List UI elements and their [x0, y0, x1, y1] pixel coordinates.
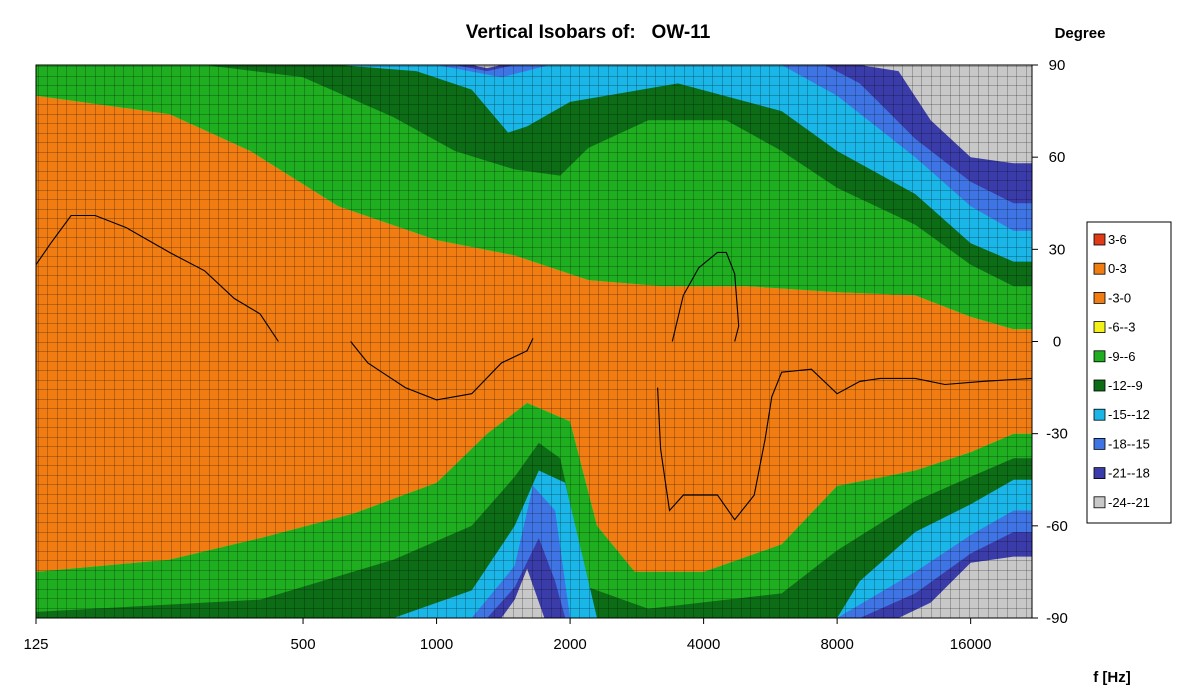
zero-db-line: [657, 368, 1032, 521]
legend-label: 3-6: [1108, 232, 1127, 247]
zero-db-line: [671, 251, 740, 342]
legend-swatch: [1093, 379, 1106, 392]
legend-label: -15--12: [1108, 407, 1150, 422]
x-axis-ticks: 125 500 1000 2000 4000 8000 16000: [23, 618, 992, 653]
legend-label: -24--21: [1108, 495, 1150, 510]
legend-label: -21--18: [1108, 466, 1150, 481]
legend-label: -9--6: [1108, 349, 1135, 364]
legend-swatch: [1093, 291, 1106, 304]
legend-swatch: [1093, 467, 1106, 480]
legend-label: -12--9: [1108, 378, 1143, 393]
legend-label: -6--3: [1108, 320, 1135, 335]
legend-label: -3-0: [1108, 290, 1131, 305]
x-tick-label: 1000: [420, 636, 453, 653]
y-tick-label: -60: [1046, 518, 1068, 535]
legend-swatch: [1093, 262, 1106, 275]
legend-label: -18--15: [1108, 436, 1150, 451]
legend-label: 0-3: [1108, 261, 1127, 276]
x-tick-label: 2000: [553, 636, 586, 653]
y-tick-label: 60: [1049, 149, 1066, 166]
x-tick-label: 4000: [687, 636, 720, 653]
plot-area: [36, 65, 1032, 618]
x-axis-label: f [Hz]: [1093, 669, 1131, 686]
x-tick-label: 8000: [820, 636, 853, 653]
legend-swatch: [1093, 233, 1106, 246]
y-axis-label: Degree: [1055, 25, 1106, 42]
y-axis-ticks: 90 60 30 0 -30 -60 -90: [1032, 57, 1068, 627]
legend-swatch: [1093, 408, 1106, 421]
x-tick-label: 125: [23, 636, 48, 653]
y-tick-label: -90: [1046, 610, 1068, 627]
y-tick-label: 0: [1053, 334, 1061, 351]
y-tick-label: -30: [1046, 426, 1068, 443]
legend: 3-6 0-3 -3-0 -6--3 -9--6 -12--9 -15--12 -18--15…: [1086, 221, 1172, 524]
zero-db-lines: [36, 214, 1032, 521]
y-tick-label: 30: [1049, 241, 1066, 258]
chart-title: Vertical Isobars of: OW-11: [466, 22, 711, 43]
x-tick-label: 16000: [950, 636, 992, 653]
grid-overlay: [36, 65, 1032, 618]
x-tick-label: 500: [291, 636, 316, 653]
zero-db-line: [350, 338, 534, 401]
legend-swatch: [1093, 437, 1106, 450]
legend-swatch: [1093, 321, 1106, 334]
zero-db-line: [36, 214, 279, 342]
legend-swatch: [1093, 496, 1106, 509]
legend-swatch: [1093, 350, 1106, 363]
y-tick-label: 90: [1049, 57, 1066, 74]
